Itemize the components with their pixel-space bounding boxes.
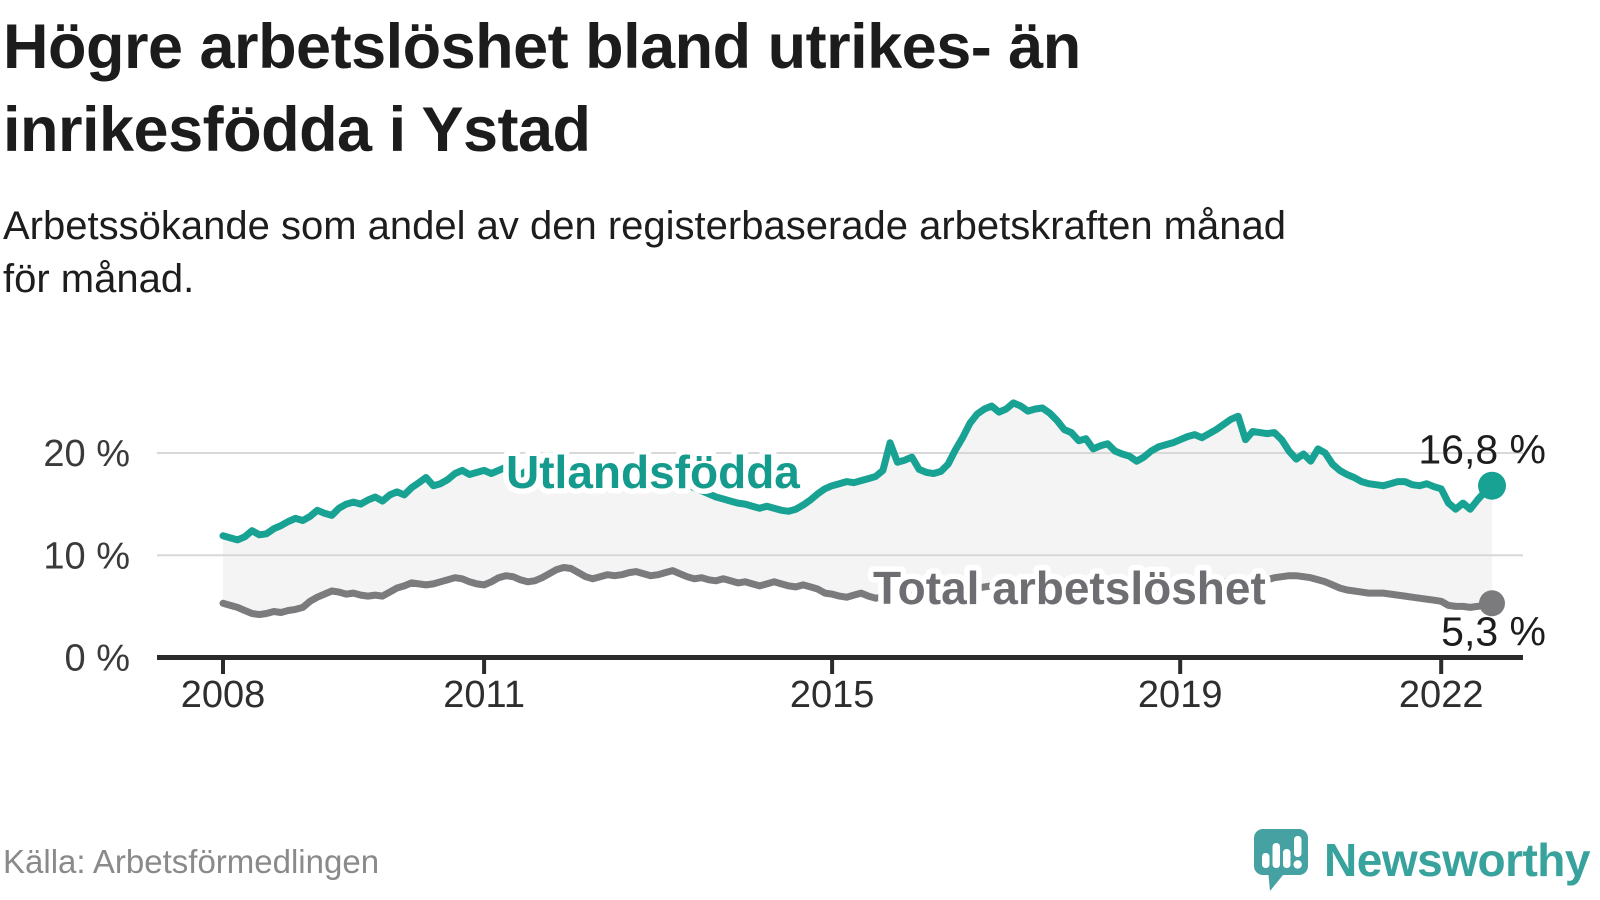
x-axis-label: 2008 — [181, 674, 266, 715]
chart-subtitle: Arbetssökande som andel av den registerb… — [3, 200, 1563, 306]
page-title: Högre arbetslöshet bland utrikes- än inr… — [3, 6, 1423, 172]
x-axis-label: 2019 — [1138, 674, 1223, 715]
page-title-line2: inrikesfödda i Ystad — [3, 89, 1423, 172]
end-value-label-utlandsfodda: 16,8 % — [1418, 427, 1546, 473]
end-dot-utlandsfodda — [1478, 472, 1506, 500]
chart-subtitle-line1: Arbetssökande som andel av den registerb… — [3, 200, 1563, 253]
series-label-utlandsfodda: Utlandsfödda — [506, 446, 800, 498]
x-axis-label: 2022 — [1399, 674, 1484, 715]
x-axis-label: 2011 — [443, 674, 525, 715]
series-label-total: Total arbetslöshet — [873, 562, 1266, 614]
y-axis-label: 10 % — [43, 535, 130, 577]
end-value-label-total: 5,3 % — [1441, 608, 1546, 654]
chart-subtitle-line2: för månad. — [3, 253, 1563, 306]
brand-logo: Newsworthy — [1253, 826, 1590, 894]
x-axis-label: 2015 — [790, 674, 875, 715]
axes — [157, 658, 1523, 675]
newsworthy-icon — [1253, 828, 1309, 892]
unemployment-line-chart: 2008 2011 2015 2019 2022 0 % 10 % 20 % 16,8 % 5,3… — [0, 375, 1600, 715]
brand-name: Newsworthy — [1324, 833, 1590, 887]
y-axis-label: 0 % — [65, 638, 130, 680]
source-note: Källa: Arbetsförmedlingen — [3, 843, 379, 881]
page-title-line1: Högre arbetslöshet bland utrikes- än — [3, 6, 1423, 89]
y-axis-label: 20 % — [43, 433, 130, 475]
